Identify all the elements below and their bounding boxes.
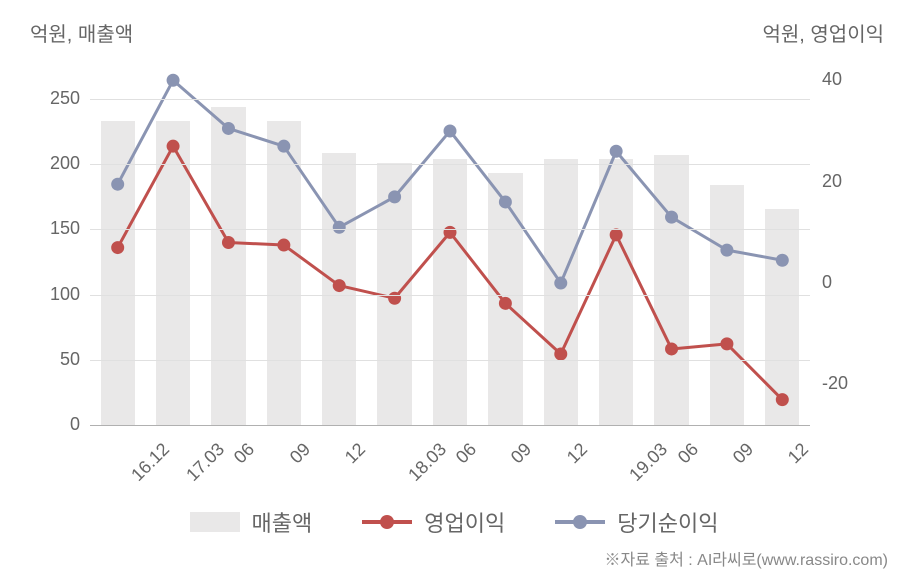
series-marker xyxy=(776,254,788,266)
legend-swatch-line xyxy=(362,520,412,524)
series-marker xyxy=(721,338,733,350)
series-marker xyxy=(610,145,622,157)
series-marker xyxy=(222,237,234,249)
legend-swatch-bar xyxy=(190,512,240,532)
x-tick-label: 06 xyxy=(673,439,702,468)
series-marker xyxy=(444,226,456,238)
gridline xyxy=(90,295,810,296)
series-marker xyxy=(222,122,234,134)
series-marker xyxy=(666,211,678,223)
lines-layer xyxy=(90,60,810,425)
x-tick-label: 12 xyxy=(341,439,370,468)
chart-container: 억원, 매출액 억원, 영업이익 매출액 영업이익 당기순이익 ※자료 출처 :… xyxy=(0,0,908,580)
x-tick-label: 18.03 xyxy=(404,439,451,486)
x-tick-label: 06 xyxy=(452,439,481,468)
x-tick-label: 19.03 xyxy=(625,439,672,486)
x-tick-label: 09 xyxy=(286,439,315,468)
right-tick-label: 0 xyxy=(822,272,882,293)
x-tick-label: 09 xyxy=(729,439,758,468)
x-tick-label: 16.12 xyxy=(127,439,174,486)
right-tick-label: 40 xyxy=(822,69,882,90)
gridline xyxy=(90,360,810,361)
gridline xyxy=(90,425,810,426)
legend-item-line-1: 영업이익 xyxy=(362,506,505,538)
legend: 매출액 영업이익 당기순이익 xyxy=(0,506,908,538)
series-marker xyxy=(555,348,567,360)
series-marker xyxy=(666,343,678,355)
x-tick-label: 09 xyxy=(507,439,536,468)
gridline xyxy=(90,229,810,230)
series-marker xyxy=(112,178,124,190)
left-tick-label: 0 xyxy=(20,414,80,435)
series-line xyxy=(118,80,783,283)
x-tick-label: 12 xyxy=(784,439,813,468)
left-tick-label: 50 xyxy=(20,349,80,370)
series-marker xyxy=(278,239,290,251)
right-tick-label: -20 xyxy=(822,373,882,394)
series-marker xyxy=(499,196,511,208)
right-axis-title: 억원, 영업이익 xyxy=(762,18,884,47)
source-note: ※자료 출처 : AI라씨로(www.rassiro.com) xyxy=(604,546,888,570)
left-tick-label: 250 xyxy=(20,88,80,109)
legend-item-line-2: 당기순이익 xyxy=(555,506,718,538)
series-marker xyxy=(610,229,622,241)
series-marker xyxy=(167,140,179,152)
series-marker xyxy=(776,394,788,406)
series-marker xyxy=(444,125,456,137)
left-tick-label: 100 xyxy=(20,284,80,305)
series-marker xyxy=(278,140,290,152)
legend-item-bar: 매출액 xyxy=(190,506,313,538)
left-axis-title: 억원, 매출액 xyxy=(30,18,133,47)
series-marker xyxy=(333,280,345,292)
series-line xyxy=(118,146,783,399)
legend-swatch-line xyxy=(555,520,605,524)
series-marker xyxy=(499,297,511,309)
x-tick-label: 12 xyxy=(563,439,592,468)
x-tick-label: 06 xyxy=(230,439,259,468)
series-marker xyxy=(112,242,124,254)
series-marker xyxy=(555,277,567,289)
right-tick-label: 20 xyxy=(822,171,882,192)
series-marker xyxy=(721,244,733,256)
series-marker xyxy=(167,74,179,86)
legend-label: 매출액 xyxy=(252,506,313,538)
x-tick-label: 17.03 xyxy=(182,439,229,486)
left-tick-label: 200 xyxy=(20,153,80,174)
series-marker xyxy=(389,191,401,203)
gridline xyxy=(90,99,810,100)
plot-area xyxy=(90,60,810,425)
left-tick-label: 150 xyxy=(20,218,80,239)
legend-label: 영업이익 xyxy=(424,506,505,538)
series-marker xyxy=(333,221,345,233)
legend-label: 당기순이익 xyxy=(617,506,718,538)
gridline xyxy=(90,164,810,165)
